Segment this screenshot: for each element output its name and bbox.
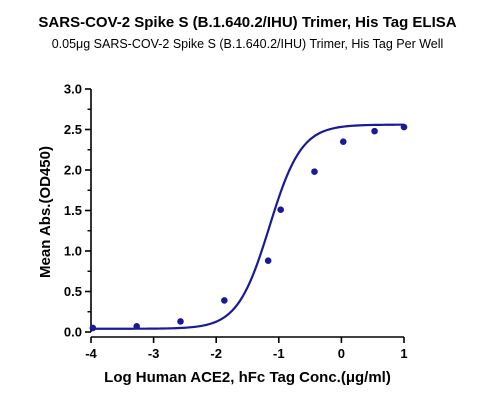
x-tick-label: -4 [85,346,97,361]
data-point [339,138,347,145]
y-tick-label: 1.5 [64,203,82,218]
y-tick-label: 0.5 [64,284,82,299]
data-point [400,123,408,131]
x-axis-label: Log Human ACE2, hFc Tag Conc.(μg/ml) [104,369,391,386]
chart-subtitle: 0.05μg SARS-COV-2 Spike S (B.1.640.2/IHU… [52,37,444,51]
chart-title: SARS-COV-2 Spike S (B.1.640.2/IHU) Trime… [38,14,456,31]
x-tick-label: 0 [338,346,345,361]
x-tick-label: -3 [148,346,160,361]
x-tick-label: -2 [210,346,222,361]
y-tick-label: 2.5 [64,122,82,137]
y-axis-label: Mean Abs.(OD450) [37,146,54,278]
fit-curve [91,123,404,330]
data-points-layer [89,123,408,332]
y-tick-label: 2.0 [64,163,82,178]
data-point [89,324,97,332]
y-tick-label: 1.0 [64,244,82,259]
x-tick-label: -1 [273,346,285,361]
x-tick-label: 1 [400,346,407,361]
data-point [133,323,140,330]
axes: 0.0 0.5 1.0 1.5 2.0 2.5 3.0 -4 -3 -2 -1 0 1 [64,82,408,362]
data-point [221,297,228,304]
data-point [371,127,378,135]
data-point [277,206,284,213]
data-point [177,318,184,325]
fit-curve-layer [91,123,404,330]
data-point [311,168,318,175]
y-tick-label: 0.0 [64,325,82,340]
data-point [264,257,272,265]
y-tick-label: 3.0 [64,82,82,97]
